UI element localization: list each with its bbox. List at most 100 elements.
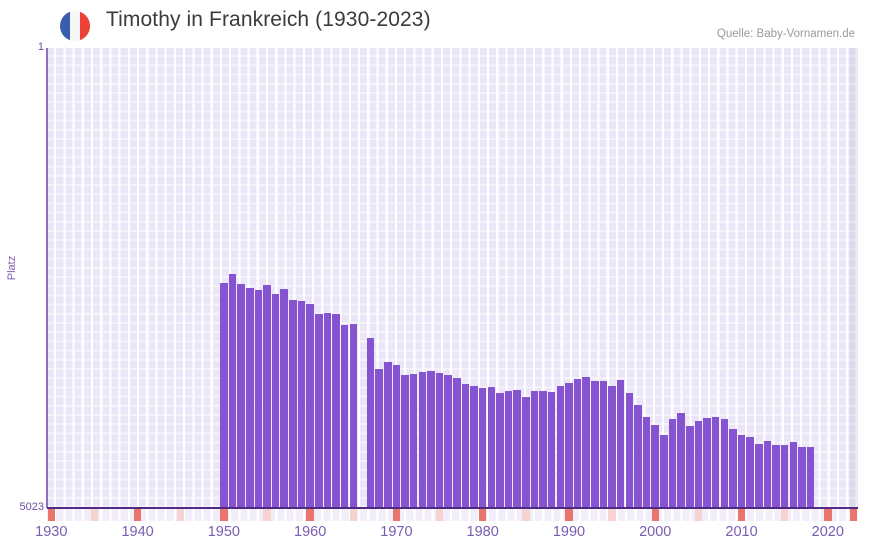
bar xyxy=(608,386,616,508)
decade-tick-mark xyxy=(651,509,659,521)
x-axis-tick-label: 1990 xyxy=(552,524,586,540)
bar xyxy=(660,435,668,508)
half-decade-tick-mark xyxy=(263,509,271,521)
france-flag-icon xyxy=(60,11,90,41)
decade-tick-mark xyxy=(478,509,487,521)
y-axis-line xyxy=(46,48,48,508)
bar xyxy=(591,381,599,508)
half-decade-tick-mark xyxy=(177,509,185,521)
bar xyxy=(556,385,565,508)
bar xyxy=(634,404,642,508)
bar xyxy=(496,392,504,508)
bar xyxy=(565,382,573,508)
x-axis-tick-label: 2020 xyxy=(811,524,844,540)
chart-plot-area xyxy=(47,48,858,508)
bar xyxy=(418,372,427,508)
bar xyxy=(453,377,461,508)
y-axis-tick-top: 1 xyxy=(37,41,44,53)
bar xyxy=(668,418,677,508)
bar xyxy=(703,417,711,508)
bar xyxy=(685,426,694,508)
y-axis-tick-bottom: 5023 xyxy=(19,501,44,513)
page-title: Timothy in Frankreich (1930-2023) xyxy=(106,8,431,31)
bar xyxy=(315,313,323,508)
bar xyxy=(780,445,789,508)
decade-tick-mark xyxy=(565,509,573,521)
no-data-region-shading xyxy=(849,48,858,508)
x-axis-tick-label: 2000 xyxy=(639,524,672,540)
y-axis-title: Platz xyxy=(6,255,18,281)
bar xyxy=(323,313,332,508)
bar xyxy=(487,387,496,508)
bar xyxy=(720,418,729,508)
bar xyxy=(694,421,703,508)
half-decade-tick-mark xyxy=(90,509,99,521)
bar xyxy=(461,383,470,508)
bar xyxy=(547,391,556,508)
half-decade-tick-mark xyxy=(608,509,616,521)
bar xyxy=(530,391,539,508)
bar xyxy=(366,337,375,508)
bar xyxy=(625,393,634,508)
bar xyxy=(616,379,625,508)
flag-band-white xyxy=(69,11,81,41)
bar xyxy=(384,362,392,508)
bar xyxy=(280,288,288,508)
decade-tick-mark xyxy=(47,509,56,521)
bar xyxy=(297,301,306,508)
bar xyxy=(677,413,685,508)
bar xyxy=(746,437,754,508)
bar xyxy=(349,323,358,508)
x-axis-line xyxy=(47,507,858,509)
bar xyxy=(478,388,487,508)
bar xyxy=(806,446,815,508)
bar xyxy=(599,380,608,508)
x-axis-tick-label: 2010 xyxy=(725,524,758,540)
x-axis-tick-label: 1960 xyxy=(294,524,327,540)
x-axis-tick-label: 1950 xyxy=(207,524,240,540)
bar xyxy=(237,283,245,508)
bar xyxy=(789,441,798,508)
half-decade-tick-mark xyxy=(780,509,789,521)
bar xyxy=(582,376,590,508)
flag-band-red xyxy=(79,11,90,41)
bar-series xyxy=(47,48,858,508)
bar xyxy=(392,365,401,508)
half-decade-tick-mark xyxy=(522,509,530,521)
x-axis-tick-label: 1930 xyxy=(35,524,68,540)
bar xyxy=(470,386,478,508)
x-axis-tick-label: 1980 xyxy=(466,524,499,540)
bar xyxy=(755,443,763,508)
bar xyxy=(263,284,271,508)
bar xyxy=(711,417,720,508)
decade-tick-mark xyxy=(824,509,832,521)
half-decade-tick-mark xyxy=(349,509,357,521)
bar xyxy=(228,273,237,508)
bar xyxy=(409,374,418,508)
bar xyxy=(375,368,383,508)
half-decade-tick-mark xyxy=(435,509,444,521)
decade-tick-mark xyxy=(392,509,401,521)
bar xyxy=(737,434,746,508)
decade-tick-mark xyxy=(737,509,746,521)
axis-end-tick-mark xyxy=(849,509,858,521)
bar xyxy=(573,379,582,508)
chart-header: Timothy in Frankreich (1930-2023) Quelle… xyxy=(0,0,873,45)
flag-band-blue xyxy=(60,11,70,41)
source-label: Quelle: Baby-Vornamen.de xyxy=(716,28,855,40)
bar xyxy=(539,391,547,508)
bar xyxy=(427,370,435,508)
x-axis-tick-strip xyxy=(47,509,858,521)
bar xyxy=(245,287,254,508)
decade-tick-mark xyxy=(220,509,228,521)
x-axis-tick-label: 1940 xyxy=(121,524,154,540)
bar xyxy=(444,375,452,508)
bar xyxy=(772,444,780,508)
bar xyxy=(651,425,659,508)
bar xyxy=(504,390,513,508)
bar xyxy=(271,293,280,508)
bar xyxy=(306,303,314,508)
bar xyxy=(401,374,409,508)
bar xyxy=(332,313,340,508)
bar xyxy=(340,324,349,508)
